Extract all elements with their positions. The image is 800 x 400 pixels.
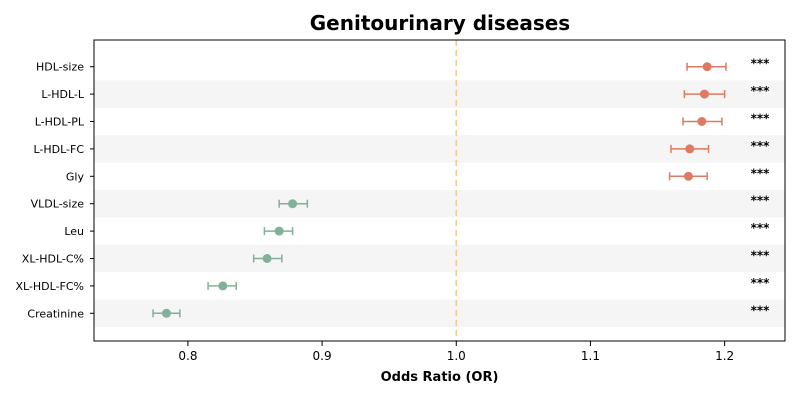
y-tick-label: VLDL-size <box>31 198 85 211</box>
row-shading <box>94 80 785 327</box>
x-tick-label: 0.8 <box>178 349 197 363</box>
significance-label: *** <box>751 57 771 71</box>
or-point <box>697 117 707 126</box>
y-tick-label: XL-HDL-C% <box>22 253 84 266</box>
row-shade <box>94 135 785 163</box>
significance-label: *** <box>751 84 771 98</box>
y-tick-label: L-HDL-PL <box>35 116 85 129</box>
y-axis-labels: HDL-size L-HDL-L L-HDL-PL L-HDL-FC Gly VLDL-s… <box>15 61 94 320</box>
row-shade <box>94 299 785 327</box>
y-tick-label: HDL-size <box>36 61 84 74</box>
or-point <box>274 226 284 236</box>
y-tick-label: Creatinine <box>27 307 84 320</box>
significance-label: *** <box>751 303 771 317</box>
x-tick-label: 1.0 <box>447 349 466 363</box>
y-tick-label: Gly <box>66 170 85 183</box>
y-tick-label: Leu <box>64 225 84 238</box>
y-tick-label: XL-HDL-FC% <box>15 280 84 293</box>
x-tick-label: 0.9 <box>313 349 332 363</box>
or-point <box>288 199 298 209</box>
row-shade <box>94 244 785 273</box>
or-point <box>699 89 709 99</box>
significance-label: *** <box>751 166 771 180</box>
significance-label: *** <box>751 276 771 290</box>
or-point <box>218 281 228 291</box>
x-axis-label: Odds Ratio (OR) <box>381 370 499 385</box>
row-shade <box>94 190 785 218</box>
significance-label: *** <box>751 194 771 208</box>
y-tick-label: L-HDL-FC <box>33 143 84 156</box>
significance-label: *** <box>751 139 771 153</box>
row-shade <box>94 80 785 108</box>
x-tick-label: 1.2 <box>715 349 734 363</box>
or-point <box>262 254 272 263</box>
x-axis: 0.8 0.9 1.0 1.1 1.2 <box>178 341 734 363</box>
significance-label: *** <box>751 221 771 235</box>
chart-title: Genitourinary diseases <box>310 11 570 35</box>
or-point <box>702 62 712 72</box>
data-marks: *** *** *** *** *** *** *** *** *** *** <box>152 57 771 318</box>
or-point <box>161 308 171 318</box>
significance-label: *** <box>751 249 771 263</box>
x-tick-label: 1.1 <box>581 349 600 363</box>
significance-label: *** <box>751 112 771 126</box>
or-point <box>685 144 695 154</box>
y-tick-label: L-HDL-L <box>41 88 85 101</box>
or-point <box>683 171 693 181</box>
plot-frame <box>93 39 786 342</box>
